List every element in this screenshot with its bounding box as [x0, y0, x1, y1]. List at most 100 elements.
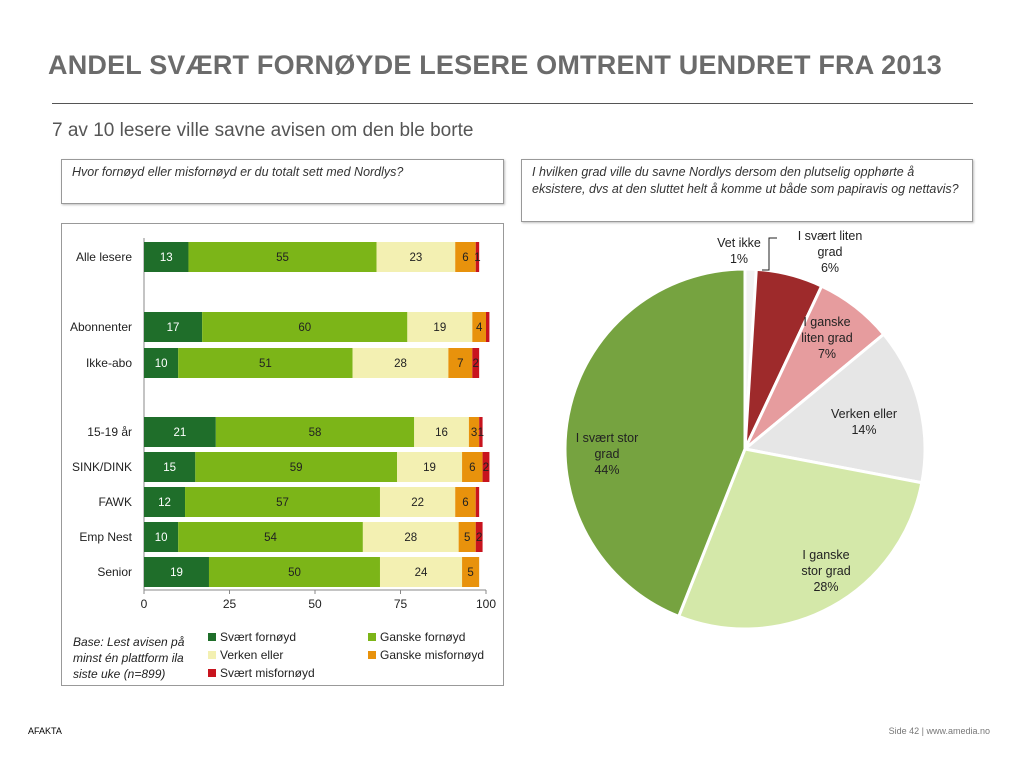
- bar-value-label: 6: [462, 252, 468, 264]
- legend-label: Ganske fornøyd: [380, 630, 466, 644]
- pie-label-line: 6%: [821, 261, 839, 275]
- bar-value-label: 28: [404, 532, 417, 544]
- legend-swatch: [368, 633, 376, 641]
- bar-value-label: 59: [290, 462, 303, 474]
- bar-segment: [144, 522, 179, 552]
- bar-segment: [178, 522, 363, 552]
- bar-value-label: 6: [469, 462, 475, 474]
- bar-value-label: 5: [464, 532, 470, 544]
- bar-value-label: 28: [394, 358, 407, 370]
- bar-segment: [362, 522, 459, 552]
- bar-segment: [195, 452, 398, 482]
- bar-segment: [379, 557, 463, 587]
- bar-value-label: 24: [415, 567, 428, 579]
- pie-slice: [741, 332, 927, 485]
- bar-segment: [407, 312, 473, 342]
- bar-chart-panel: 0 25 50 75 100 Alle lesere 13 55 23 6 1 Abonnenter 1…: [61, 223, 504, 686]
- pie-label-line: stor grad: [801, 564, 850, 578]
- bar-value-label: 10: [155, 358, 168, 370]
- bar-segment: [414, 417, 469, 447]
- footer-brand: AFAKTA: [28, 726, 62, 736]
- bar-value-label: 13: [160, 252, 173, 264]
- bar-segment: [397, 452, 463, 482]
- category-label: 15-19 år: [87, 425, 132, 439]
- pie-chart: Vet ikke 1% I svært liten grad 6% I ganske lit…: [563, 229, 927, 631]
- category-label: Senior: [97, 565, 132, 579]
- bar-value-label: 16: [435, 427, 448, 439]
- slide-title: ANDEL SVÆRT FORNØYDE LESERE OMTRENT UEND…: [48, 50, 943, 80]
- pie-label-line: Verken eller: [831, 407, 897, 421]
- base-note: Base: Lest avisen på minst én plattform …: [73, 635, 185, 681]
- question-satisfaction-text: Hvor fornøyd eller misfornøyd er du tota…: [72, 165, 404, 179]
- bar-segment: [482, 452, 490, 482]
- legend-label: Svært misfornøyd: [220, 666, 315, 680]
- bar-segment: [215, 417, 415, 447]
- bar-segment: [455, 487, 476, 517]
- x-tick-label: 50: [308, 597, 322, 611]
- legend-item: Ganske misfornøyd: [368, 648, 484, 662]
- pie-label-line: liten grad: [801, 331, 852, 345]
- bar-segment: [144, 417, 216, 447]
- pie-label-line: grad: [817, 245, 842, 259]
- legend-swatch: [208, 669, 216, 677]
- category-label: Emp Nest: [79, 530, 132, 544]
- bar-value-label: 7: [457, 358, 463, 370]
- question-box-satisfaction: Hvor fornøyd eller misfornøyd er du tota…: [61, 159, 504, 204]
- category-label: FAWK: [98, 495, 132, 509]
- legend-item: Verken eller: [208, 648, 283, 662]
- bar-value-label: 6: [462, 497, 468, 509]
- bar-value-label: 58: [309, 427, 322, 439]
- bar-segment: [208, 557, 380, 587]
- bar-value-label: 10: [155, 532, 168, 544]
- bar-value-label: 15: [163, 462, 176, 474]
- pie-label-line: I svært liten: [798, 229, 863, 243]
- bar-segment: [144, 312, 203, 342]
- title-divider: [52, 103, 973, 104]
- legend-label: Verken eller: [220, 648, 284, 662]
- pie-slice: [563, 267, 747, 619]
- bar-segment: [379, 487, 456, 517]
- bar-segment: [448, 348, 473, 378]
- x-tick-label: 75: [394, 597, 408, 611]
- bar-value-label: 5: [467, 567, 473, 579]
- bar-value-label: 4: [476, 322, 483, 334]
- pie-chart-panel: Vet ikke 1% I svært liten grad 6% I ganske lit…: [521, 222, 1001, 692]
- legend-item: Ganske fornøyd: [368, 630, 465, 644]
- bar-value-label: 1: [474, 252, 480, 264]
- bar-segment: [475, 487, 480, 517]
- pie-label-line: 1%: [730, 252, 748, 266]
- category-label: Ikke-abo: [86, 356, 132, 370]
- bar-value-label: 60: [298, 322, 311, 334]
- category-label: Abonnenter: [70, 320, 132, 334]
- category-label: SINK/DINK: [72, 460, 132, 474]
- bar-value-label: 17: [167, 322, 180, 334]
- legend-swatch: [208, 633, 216, 641]
- bar-value-label: 2: [473, 358, 479, 370]
- bar-value-label: 57: [276, 497, 289, 509]
- bar-segment: [144, 242, 189, 272]
- category-label: Alle lesere: [76, 250, 132, 264]
- pie-label-line: Vet ikke: [717, 236, 761, 250]
- bar-value-label: 12: [158, 497, 171, 509]
- bar-value-label: 51: [259, 358, 272, 370]
- bar-segment: [188, 242, 377, 272]
- bar-value-label: 3: [471, 427, 477, 439]
- bar-value-label: 19: [433, 322, 446, 334]
- bar-segment: [472, 312, 486, 342]
- pie-label-line: 28%: [813, 580, 838, 594]
- pie-slice-label: Verken eller 14%: [831, 407, 897, 437]
- legend-label: Ganske misfornøyd: [380, 648, 485, 662]
- question-box-miss: I hvilken grad ville du savne Nordlys de…: [521, 159, 973, 222]
- x-tick-label: 100: [476, 597, 496, 611]
- legend-swatch: [368, 651, 376, 659]
- bar-segment: [479, 417, 483, 447]
- bar-segment: [475, 522, 483, 552]
- bar-segment: [144, 348, 179, 378]
- bar-segment: [352, 348, 449, 378]
- pie-slice-label: I ganske liten grad 7%: [801, 315, 852, 361]
- pie-slice-label: I svært liten grad 6%: [798, 229, 863, 275]
- slide-subtitle: 7 av 10 lesere ville savne avisen om den…: [52, 120, 474, 141]
- pie-slice-label: Vet ikke 1%: [717, 236, 761, 266]
- legend-label: Svært fornøyd: [220, 630, 297, 644]
